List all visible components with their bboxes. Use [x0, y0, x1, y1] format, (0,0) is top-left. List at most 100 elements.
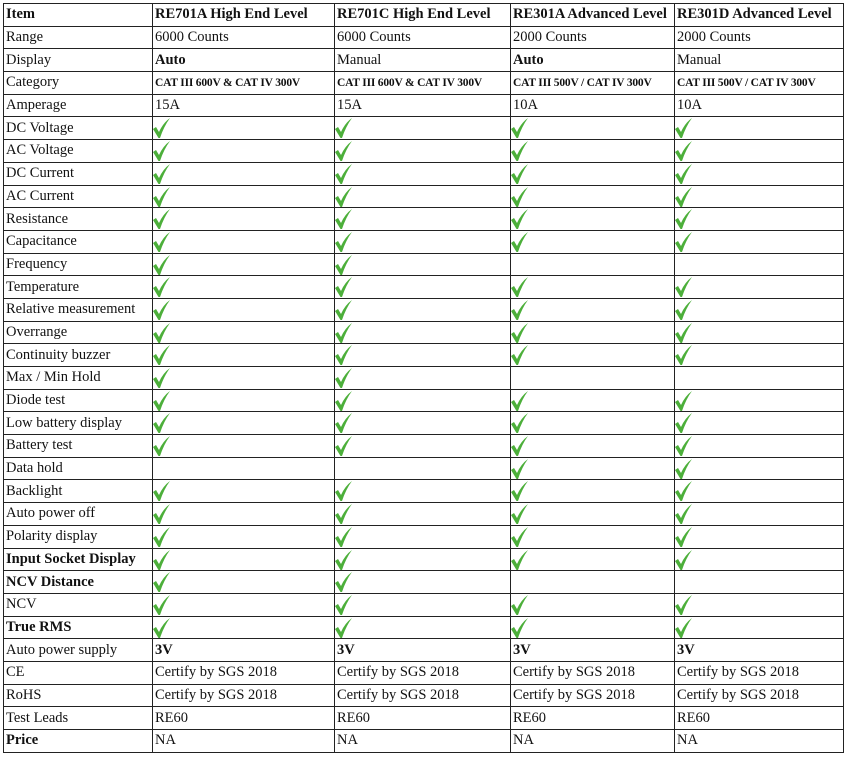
- checkmark-icon: [511, 277, 528, 298]
- empty-cell: [334, 456, 511, 481]
- checkmark-icon: [153, 231, 170, 252]
- cell-value: CAT III 600V & CAT IV 300V: [152, 71, 335, 95]
- supported-cell: [152, 502, 335, 526]
- row-label: Capacitance: [3, 229, 153, 254]
- cell-value: CAT III 500V / CAT IV 300V: [674, 71, 844, 95]
- cell-value: 10A: [510, 93, 675, 118]
- checkmark-icon: [675, 141, 692, 162]
- supported-cell: [674, 161, 844, 186]
- cell-value: NA: [334, 729, 511, 753]
- supported-cell: [334, 479, 511, 504]
- feature-row: Polarity display: [3, 524, 844, 549]
- supported-cell: [510, 139, 675, 163]
- checkmark-icon: [153, 163, 170, 184]
- supported-cell: [334, 116, 511, 141]
- feature-row: Auto power off: [3, 502, 844, 526]
- checkmark-icon: [153, 118, 170, 139]
- supported-cell: [152, 592, 335, 617]
- checkmark-icon: [153, 617, 170, 638]
- checkmark-icon: [153, 141, 170, 162]
- row-label: Temperature: [3, 275, 153, 299]
- supported-cell: [152, 343, 335, 367]
- supported-cell: [674, 320, 844, 345]
- supported-cell: [152, 570, 335, 594]
- feature-row: NCV: [3, 592, 844, 617]
- supported-cell: [674, 547, 844, 572]
- cell-value: NA: [152, 729, 335, 753]
- cell-value: RE60: [510, 706, 675, 730]
- checkmark-icon: [511, 504, 528, 525]
- checkmark-icon: [153, 594, 170, 615]
- checkmark-icon: [335, 254, 352, 275]
- checkmark-icon: [153, 504, 170, 525]
- cell-value: 6000 Counts: [334, 25, 511, 50]
- supported-cell: [152, 116, 335, 141]
- cell-value: 2000 Counts: [674, 25, 844, 50]
- supported-cell: [334, 502, 511, 526]
- supported-cell: [674, 207, 844, 231]
- supported-cell: [510, 615, 675, 640]
- checkmark-icon: [335, 549, 352, 570]
- checkmark-icon: [153, 481, 170, 502]
- supported-cell: [510, 161, 675, 186]
- column-header: RE701A High End Level: [152, 3, 335, 27]
- table-row: Amperage 15A 15A 10A 10A: [3, 93, 844, 118]
- supported-cell: [674, 434, 844, 458]
- checkmark-icon: [153, 549, 170, 570]
- cell-value: 15A: [152, 93, 335, 118]
- feature-row: Capacitance: [3, 229, 844, 254]
- supported-cell: [152, 297, 335, 322]
- row-label: Display: [3, 48, 153, 73]
- row-label: AC Voltage: [3, 139, 153, 163]
- row-label: Amperage: [3, 93, 153, 118]
- checkmark-icon: [153, 345, 170, 366]
- feature-row: Data hold: [3, 456, 844, 481]
- row-label: Polarity display: [3, 524, 153, 549]
- supported-cell: [674, 615, 844, 640]
- supported-cell: [152, 388, 335, 413]
- checkmark-icon: [153, 277, 170, 298]
- checkmark-icon: [335, 413, 352, 434]
- supported-cell: [674, 116, 844, 141]
- column-header: RE301A Advanced Level: [510, 3, 675, 27]
- supported-cell: [510, 297, 675, 322]
- supported-cell: [334, 388, 511, 413]
- supported-cell: [674, 479, 844, 504]
- row-label: Auto power off: [3, 502, 153, 526]
- supported-cell: [674, 411, 844, 436]
- row-label: Continuity buzzer: [3, 343, 153, 367]
- checkmark-icon: [511, 549, 528, 570]
- feature-row: Frequency: [3, 252, 844, 277]
- cell-value: Certify by SGS 2018: [510, 683, 675, 708]
- cell-value: 3V: [334, 638, 511, 662]
- empty-cell: [674, 252, 844, 277]
- supported-cell: [674, 456, 844, 481]
- cell-value: Auto: [152, 48, 335, 73]
- supported-cell: [334, 161, 511, 186]
- checkmark-icon: [335, 617, 352, 638]
- checkmark-icon: [153, 572, 170, 593]
- checkmark-icon: [675, 504, 692, 525]
- supported-cell: [334, 615, 511, 640]
- cell-value: Certify by SGS 2018: [674, 683, 844, 708]
- checkmark-icon: [511, 345, 528, 366]
- checkmark-icon: [335, 186, 352, 207]
- checkmark-icon: [153, 413, 170, 434]
- feature-row: Low battery display: [3, 411, 844, 436]
- checkmark-icon: [511, 186, 528, 207]
- checkmark-icon: [335, 118, 352, 139]
- cell-value: 10A: [674, 93, 844, 118]
- supported-cell: [152, 366, 335, 390]
- supported-cell: [152, 479, 335, 504]
- checkmark-icon: [335, 209, 352, 230]
- supported-cell: [674, 343, 844, 367]
- checkmark-icon: [675, 390, 692, 411]
- checkmark-icon: [675, 163, 692, 184]
- checkmark-icon: [675, 345, 692, 366]
- supported-cell: [334, 547, 511, 572]
- supported-cell: [152, 184, 335, 209]
- feature-row: True RMS: [3, 615, 844, 640]
- feature-row: Backlight: [3, 479, 844, 504]
- checkmark-icon: [511, 617, 528, 638]
- checkmark-icon: [511, 458, 528, 479]
